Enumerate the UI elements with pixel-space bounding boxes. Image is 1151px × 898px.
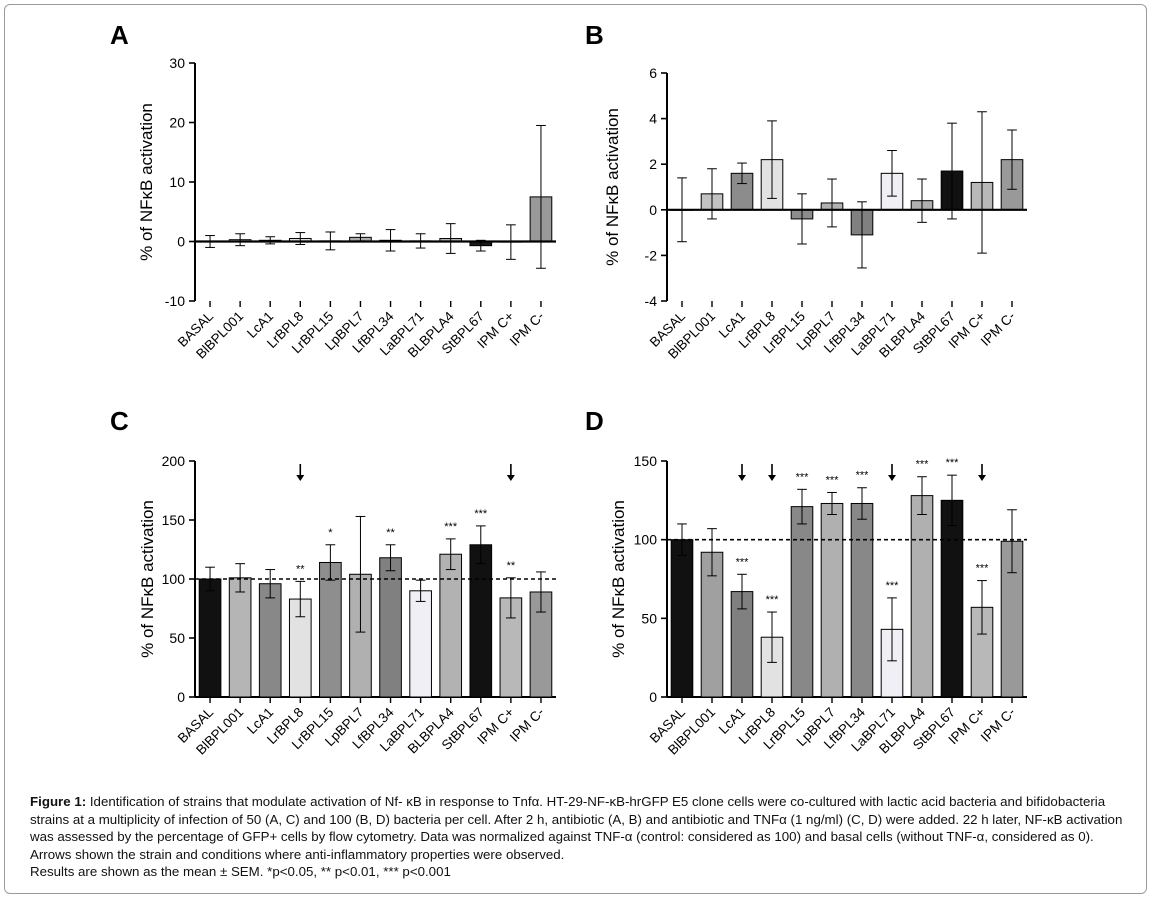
bar (228, 577, 252, 698)
arrow-head (888, 475, 896, 481)
bar (469, 544, 493, 698)
y-tick-label: 6 (649, 65, 657, 81)
significance-label: *** (916, 459, 930, 471)
figure-caption: Figure 1: Identification of strains that… (30, 793, 1128, 881)
y-tick-label: 0 (649, 202, 657, 218)
caption-text: Identification of strains that modulate … (30, 794, 1123, 862)
down-arrow-icon (768, 464, 776, 481)
chart-panel-c: C% of NFκB activation050100150200BASALBl… (110, 406, 556, 758)
bar (439, 553, 463, 698)
y-axis-title: % of NFκB activation (138, 500, 157, 658)
y-tick-label: 10 (169, 174, 185, 190)
figure-panels: A% of NFκB activation-100102030BASALBlBP… (110, 20, 1027, 758)
y-tick-label: 4 (649, 111, 657, 127)
arrow-head (978, 475, 986, 481)
y-tick-label: 50 (641, 610, 657, 626)
down-arrow-icon (888, 464, 896, 481)
y-tick-label: -10 (165, 293, 185, 309)
significance-label: ** (386, 527, 395, 539)
bar (850, 502, 874, 698)
y-tick-label: 150 (162, 512, 186, 528)
significance-label: ** (507, 560, 516, 572)
caption-label: Figure 1: (30, 794, 87, 809)
y-axis-title: % of NFκB activation (609, 500, 628, 658)
panel-letter: A (110, 20, 129, 50)
y-tick-label: 0 (649, 689, 657, 705)
down-arrow-icon (506, 464, 515, 481)
bar (198, 578, 222, 698)
bar (820, 502, 844, 698)
y-axis-title: % of NFκB activation (137, 103, 156, 261)
significance-label: *** (976, 563, 990, 575)
chart-panel-a: A% of NFκB activation-100102030BASALBlBP… (110, 20, 556, 362)
bar (910, 495, 934, 698)
down-arrow-icon (296, 464, 305, 481)
y-tick-label: 100 (162, 571, 186, 587)
significance-label: *** (946, 457, 960, 469)
significance-label: ** (296, 563, 305, 575)
bar (940, 499, 964, 698)
chart-panel-d: D% of NFκB activation050100150BASALBlBPL… (585, 406, 1027, 758)
x-tick-label: IPM C- (978, 309, 1018, 349)
caption-significance-note: Results are shown as the mean ± SEM. *p<… (30, 864, 451, 879)
arrow-head (738, 475, 746, 481)
significance-label: *** (736, 556, 750, 568)
significance-label: *** (886, 580, 900, 592)
y-tick-label: 0 (177, 234, 185, 250)
y-tick-label: 0 (177, 689, 185, 705)
bar (670, 539, 694, 698)
y-tick-label: 20 (169, 115, 185, 131)
arrow-head (506, 475, 515, 481)
x-tick-label: IPM C- (507, 705, 547, 745)
y-tick-label: 30 (169, 55, 185, 71)
y-tick-label: 2 (649, 156, 657, 172)
significance-label: *** (444, 521, 458, 533)
significance-label: * (328, 527, 333, 539)
y-tick-label: 50 (169, 630, 185, 646)
panel-letter: B (585, 20, 604, 50)
y-tick-label: -4 (645, 293, 658, 309)
bar (258, 583, 282, 698)
significance-label: *** (826, 474, 840, 486)
arrow-head (768, 475, 776, 481)
panel-letter: D (585, 406, 604, 436)
significance-label: *** (474, 508, 488, 520)
bar (319, 561, 342, 698)
y-tick-label: 100 (634, 532, 658, 548)
arrow-head (296, 475, 305, 481)
panel-letter: C (110, 406, 129, 436)
y-tick-label: -2 (645, 247, 658, 263)
x-tick-label: IPM C- (978, 705, 1018, 745)
chart-panel-b: B% of NFκB activation-4-20246BASALBlBPL0… (585, 20, 1027, 362)
y-axis-title: % of NFκB activation (603, 108, 622, 266)
down-arrow-icon (978, 464, 986, 481)
down-arrow-icon (738, 464, 746, 481)
y-tick-label: 200 (162, 453, 186, 469)
bar (409, 590, 432, 698)
significance-label: *** (796, 471, 810, 483)
significance-label: *** (856, 470, 870, 482)
x-tick-label: IPM C- (507, 309, 547, 349)
significance-label: *** (766, 594, 780, 606)
y-tick-label: 150 (634, 453, 658, 469)
bar (790, 506, 814, 698)
